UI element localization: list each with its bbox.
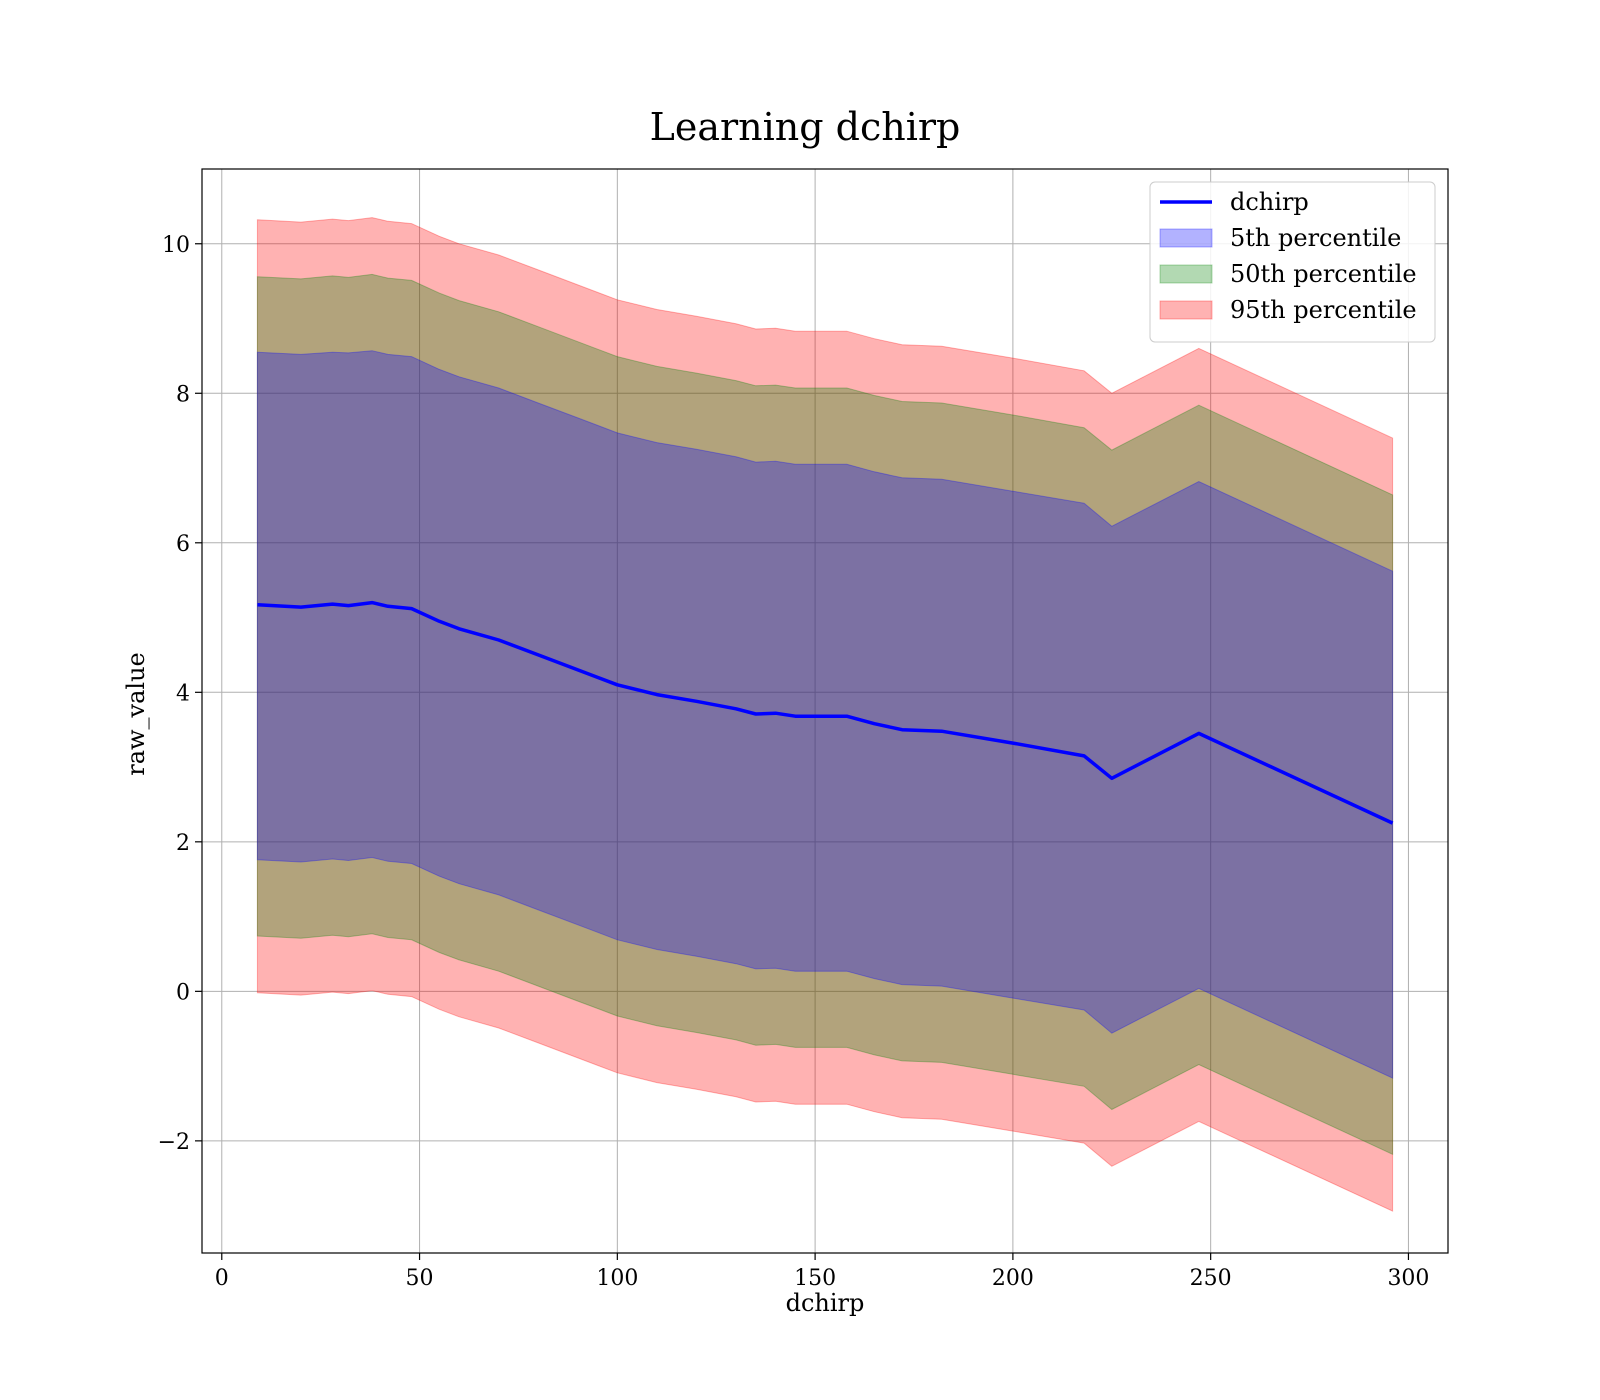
legend-entry: 50th percentile xyxy=(1230,260,1417,288)
band-50th-percentile xyxy=(256,273,1394,1156)
x-tick-label: 250 xyxy=(1190,1266,1232,1291)
y-tick-label: 4 xyxy=(176,681,190,706)
legend-swatch-band xyxy=(1159,300,1213,320)
chart-title: Learning dchirp xyxy=(650,105,961,149)
x-tick-label: 0 xyxy=(215,1266,229,1291)
x-tick-label: 300 xyxy=(1387,1266,1429,1291)
x-tick-label: 200 xyxy=(992,1266,1034,1291)
y-tick-label: 0 xyxy=(176,980,190,1005)
y-axis-label: raw_value xyxy=(122,652,150,776)
band-5th-percentile xyxy=(256,350,1394,1079)
x-tick-label: 100 xyxy=(596,1266,638,1291)
axes-frame xyxy=(201,168,1449,1254)
series-line-dchirp xyxy=(257,600,1394,825)
y-tick-label: 8 xyxy=(176,382,190,407)
band-95th-percentile xyxy=(256,217,1394,1212)
plot-area: 0 50 100 150 200 250 300 −2 0 2 4 6 8 10 xyxy=(158,168,1449,1291)
legend-box xyxy=(1149,181,1436,343)
y-tick-label: 2 xyxy=(176,831,190,856)
x-tick-label: 50 xyxy=(406,1266,434,1291)
legend-entry: 5th percentile xyxy=(1230,224,1401,252)
y-tick-label: 10 xyxy=(162,233,190,258)
legend: dchirp 5th percentile 50th percentile 95th … xyxy=(1149,181,1436,343)
y-tick-label: −2 xyxy=(158,1130,190,1155)
x-axis-label: dchirp xyxy=(786,1289,865,1317)
x-tick-label: 150 xyxy=(794,1266,836,1291)
y-tick-label: 6 xyxy=(176,532,190,557)
legend-swatch-band xyxy=(1159,228,1213,248)
legend-entry: dchirp xyxy=(1230,188,1309,216)
legend-swatch-band xyxy=(1159,264,1213,284)
legend-entry: 95th percentile xyxy=(1230,296,1417,324)
